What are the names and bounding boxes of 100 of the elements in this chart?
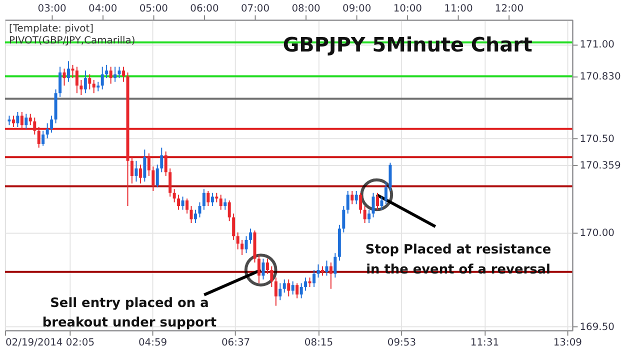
- candlestick: [96, 81, 100, 92]
- candlestick: [46, 122, 49, 139]
- candlestick: [62, 68, 66, 86]
- candlestick: [240, 239, 244, 256]
- candlestick: [92, 79, 96, 94]
- candlestick: [249, 228, 252, 244]
- candlestick: [270, 266, 274, 288]
- candlestick: [300, 282, 303, 299]
- x2-tick-label: 11:00: [444, 3, 473, 14]
- candlestick: [168, 168, 172, 198]
- candlestick: [88, 74, 92, 90]
- x2-tick-label: 05:00: [139, 3, 168, 14]
- x-tick-label: 04:59: [138, 338, 168, 349]
- candlestick: [334, 252, 337, 278]
- candlestick: [198, 202, 202, 218]
- candlestick: [138, 164, 142, 184]
- candlestick: [219, 194, 222, 210]
- candlestick: [50, 115, 54, 134]
- candlestick: [42, 130, 45, 146]
- candlestick: [24, 113, 28, 130]
- candlestick: [224, 198, 227, 210]
- x2-tick-label: 09:00: [342, 3, 372, 14]
- candlestick: [282, 278, 286, 294]
- y-tick-label: 170.830: [580, 72, 621, 83]
- candlestick: [304, 277, 308, 292]
- x2-tick-label: 06:00: [190, 3, 219, 14]
- y-tick-label: 170.359: [580, 160, 621, 172]
- candlestick: [160, 147, 164, 173]
- candlestick: [376, 192, 380, 210]
- x2-tick-label: 08:00: [292, 3, 320, 14]
- x2-tick-label: 12:00: [494, 3, 524, 14]
- x-tick-label: 09:53: [387, 338, 416, 349]
- candlestick: [342, 206, 346, 233]
- candlestick: [215, 192, 218, 203]
- candlestick: [194, 209, 197, 224]
- candlestick: [287, 278, 290, 297]
- candlestick: [359, 192, 362, 214]
- candlestick: [202, 188, 206, 210]
- candlestick: [118, 66, 121, 79]
- x2-tick-label: 10:00: [393, 3, 422, 14]
- candlestick: [354, 190, 358, 205]
- candlestick: [372, 192, 375, 218]
- y-tick-label: 169.50: [580, 322, 614, 333]
- candlestick: [114, 66, 117, 82]
- x2-tick-label: 04:00: [88, 3, 118, 14]
- candlestick: [75, 66, 78, 94]
- candlestick: [244, 236, 248, 254]
- candlestick: [257, 254, 260, 284]
- x-tick-label: 11:31: [470, 338, 500, 349]
- candlestick: [130, 156, 134, 184]
- candlestick: [363, 206, 366, 224]
- candlestick: [236, 232, 240, 250]
- candlestick: [156, 164, 159, 188]
- candlestick: [384, 181, 388, 205]
- y-tick-label: 170.00: [580, 228, 614, 239]
- candlestick: [232, 213, 236, 240]
- candlestick: [262, 258, 265, 280]
- candlestick: [388, 162, 392, 192]
- candlestick: [152, 166, 155, 192]
- candlestick: [143, 149, 146, 182]
- candlestick: [172, 188, 176, 203]
- candlestick: [206, 190, 210, 207]
- candlestick: [84, 70, 87, 94]
- candlestick: [147, 152, 150, 176]
- candlestick: [109, 66, 112, 84]
- candlestick: [274, 277, 278, 306]
- annotation: [Template: pivot]: [8, 24, 94, 35]
- y-tick-label: 170.50: [580, 134, 614, 145]
- candlestick: [58, 66, 62, 98]
- x-tick-label: 13:09: [553, 338, 582, 349]
- x-tick-label: 02/19/2014 02:05: [5, 338, 95, 349]
- annotation: Sell entry placed on a breakout under support: [42, 296, 217, 331]
- candlestick: [350, 190, 354, 205]
- candlestick: [320, 266, 324, 276]
- candlestick: [122, 66, 126, 82]
- candlestick: [66, 60, 70, 82]
- x2-tick-label: 03:00: [38, 3, 66, 14]
- candlestick: [266, 258, 269, 274]
- candlestick: [325, 260, 328, 276]
- candlestick: [296, 282, 299, 299]
- candlestick: [312, 270, 316, 288]
- candlestick: [291, 280, 294, 295]
- x-tick-label: 06:37: [221, 338, 250, 349]
- candlestick: [100, 66, 104, 90]
- x-tick-label: 08:15: [304, 338, 334, 349]
- candlestick: [329, 262, 332, 290]
- candlestick: [164, 150, 168, 176]
- y-tick-label: 171.00: [580, 40, 614, 51]
- candlestick: [71, 64, 74, 79]
- candlestick: [368, 209, 371, 224]
- candlestick: [80, 79, 83, 96]
- candlestick: [228, 200, 231, 222]
- candlestick: [210, 192, 214, 207]
- candlestick: [16, 111, 20, 128]
- candlestick: [181, 196, 184, 210]
- candlestick: [177, 194, 180, 210]
- candlestick: [346, 190, 350, 214]
- candlestick: [186, 198, 189, 214]
- x2-tick-label: 07:00: [240, 3, 270, 14]
- candlestick: [8, 115, 11, 126]
